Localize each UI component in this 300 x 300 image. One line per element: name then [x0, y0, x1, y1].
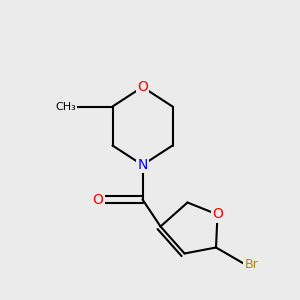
Text: Br: Br [244, 257, 258, 271]
Text: CH₃: CH₃ [56, 101, 76, 112]
Text: N: N [137, 158, 148, 172]
Text: O: O [212, 208, 223, 221]
Text: O: O [93, 193, 104, 206]
Text: O: O [137, 80, 148, 94]
